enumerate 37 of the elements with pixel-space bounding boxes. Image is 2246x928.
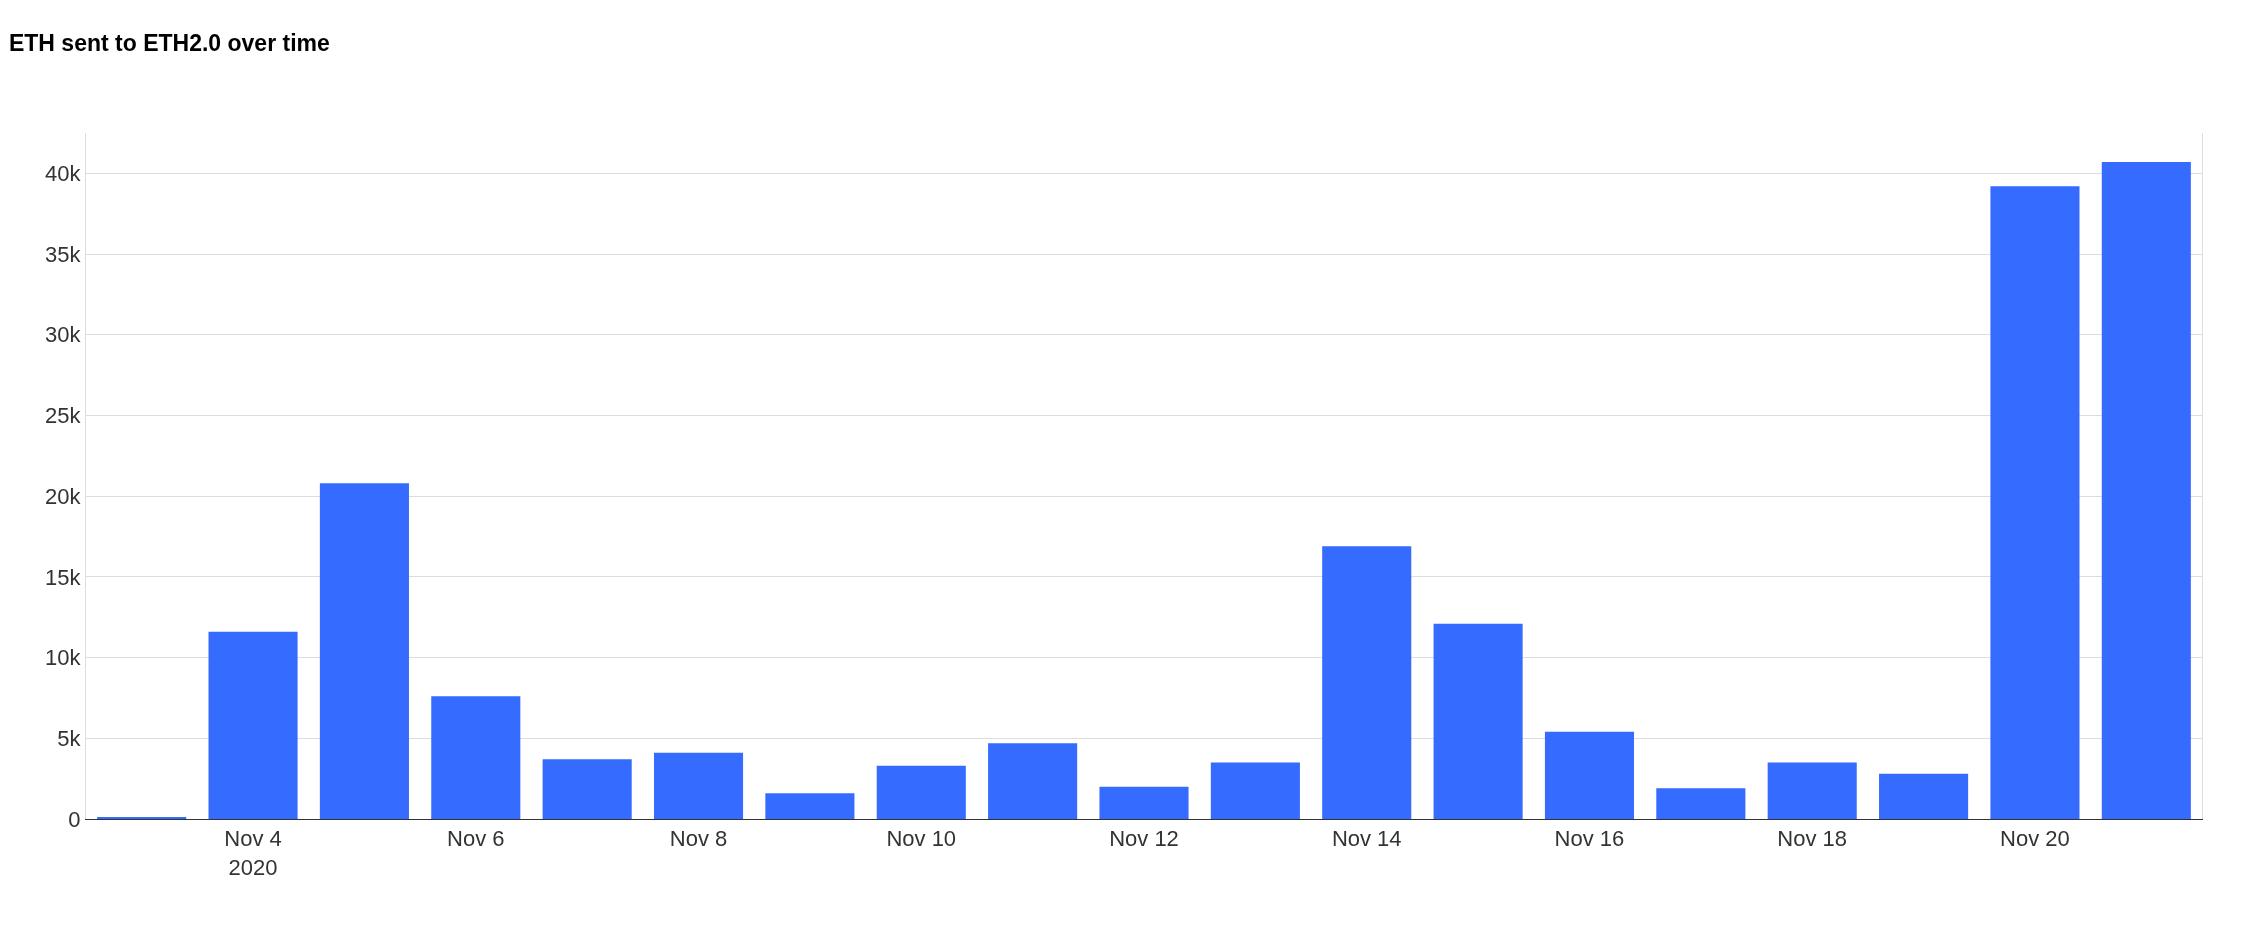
- bar: [1099, 786, 1189, 819]
- bar: [653, 752, 744, 819]
- x-tick-label: Nov 14: [1331, 826, 1402, 852]
- bar: [208, 631, 298, 819]
- x-tick-label: Nov 6: [447, 826, 505, 852]
- bar: [1210, 762, 1300, 819]
- x-tick-label: Nov 4 2020: [224, 826, 282, 880]
- bar: [1767, 762, 1857, 819]
- y-tick-label: 30k: [45, 322, 82, 348]
- bar: [1990, 186, 2080, 819]
- bar: [431, 696, 521, 819]
- x-tick-label: Nov 10: [886, 826, 957, 852]
- x-tick-label: Nov 12: [1109, 826, 1179, 852]
- bar: [876, 765, 966, 819]
- bar: [1879, 773, 1969, 819]
- y-tick-label: 35k: [45, 241, 82, 267]
- y-tick-label: 25k: [45, 403, 82, 429]
- y-tick-label: 15k: [45, 564, 82, 590]
- bar: [1656, 788, 1746, 819]
- x-tick-label: Nov 16: [1554, 826, 1625, 852]
- y-tick-label: 20k: [45, 483, 82, 509]
- bar: [319, 483, 409, 819]
- bar: [1322, 546, 1412, 819]
- bar: [542, 759, 632, 819]
- y-tick-label: 40k: [45, 161, 82, 187]
- y-tick-label: 10k: [45, 645, 82, 671]
- bar: [2101, 162, 2191, 819]
- bar: [1433, 623, 1523, 819]
- x-tick-label: Nov 20: [2000, 826, 2070, 852]
- y-tick-label: 5k: [57, 725, 82, 751]
- bar: [1544, 731, 1635, 819]
- bar: [988, 743, 1078, 819]
- bar: [765, 793, 855, 819]
- x-tick-label: Nov 8: [669, 826, 728, 852]
- x-tick-label: Nov 18: [1777, 826, 1848, 852]
- y-tick-label: 0: [68, 806, 81, 832]
- chart-title: ETH sent to ETH2.0 over time: [8, 30, 330, 57]
